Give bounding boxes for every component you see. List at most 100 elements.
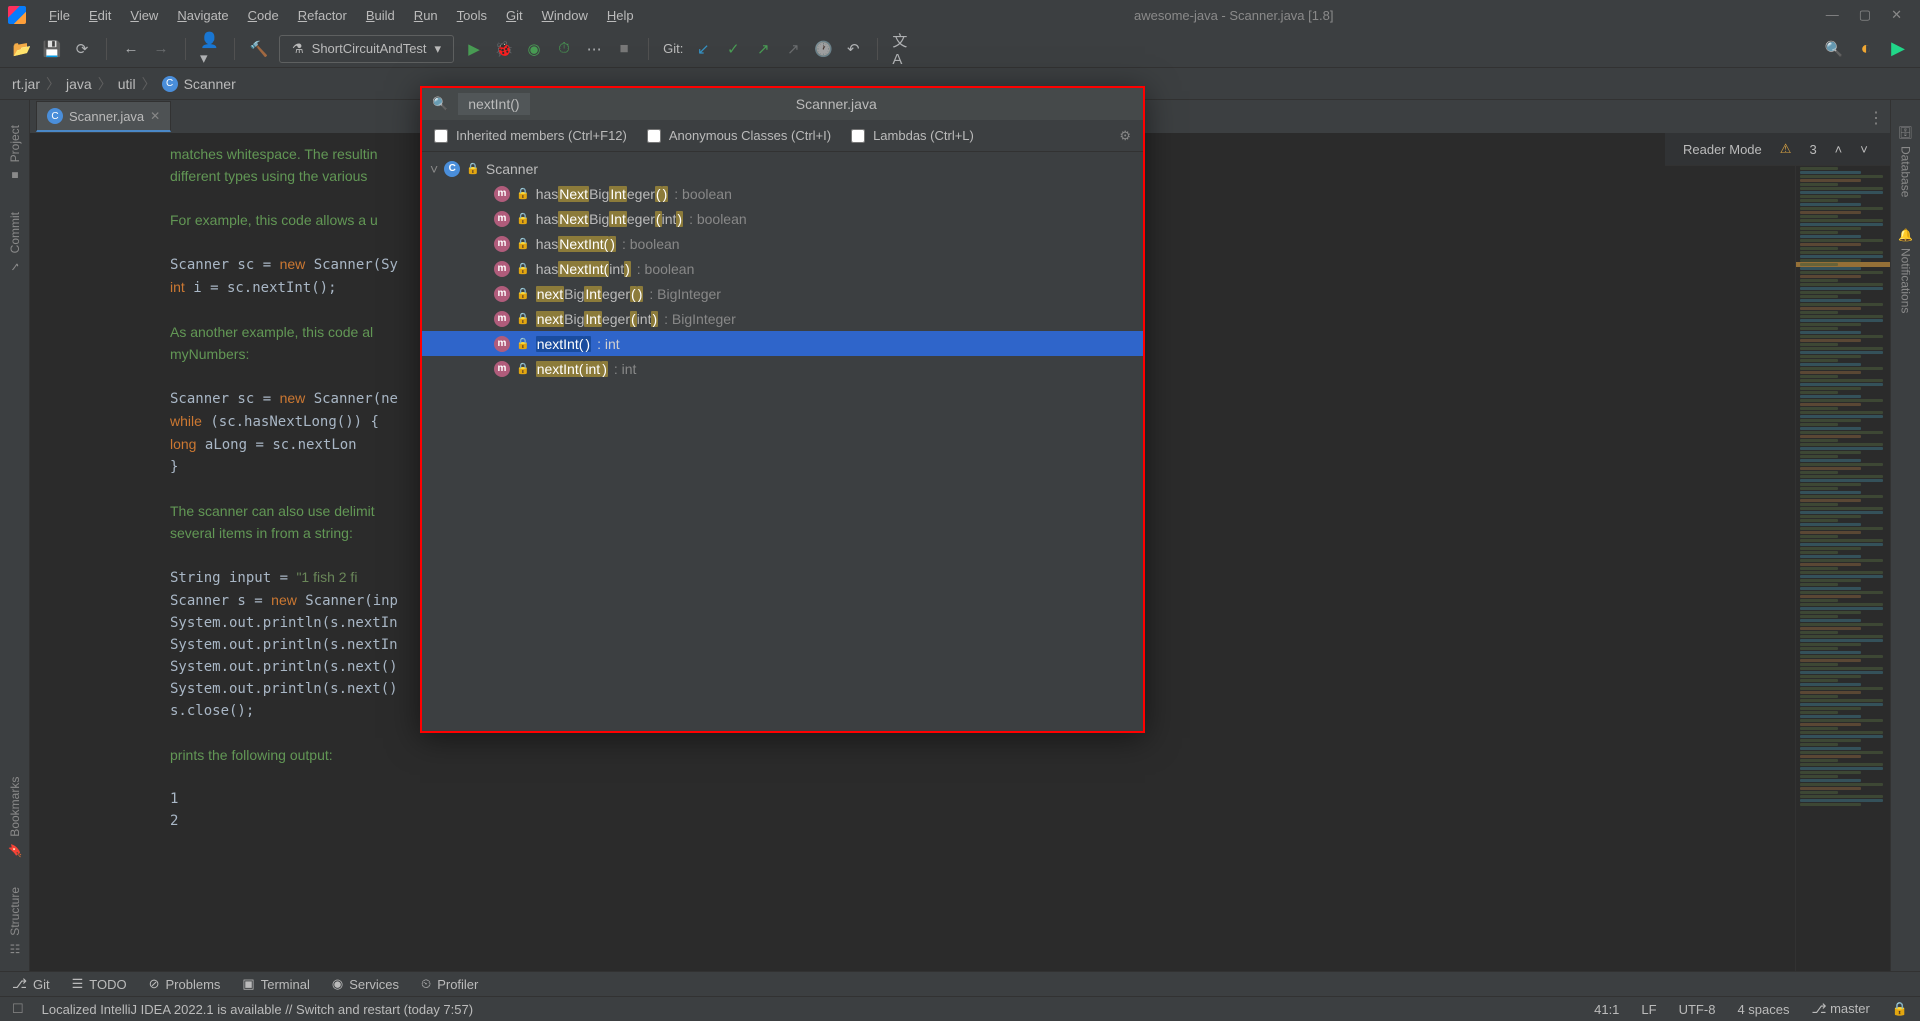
structure-tool-tab[interactable]: ☷Structure: [8, 887, 22, 956]
chevron-down-icon[interactable]: ˅: [430, 161, 438, 177]
indent-setting[interactable]: 4 spaces: [1737, 1002, 1789, 1017]
todo-tool-tab[interactable]: ☰TODO: [72, 976, 127, 992]
translate-icon[interactable]: 文A: [892, 39, 912, 59]
minimap[interactable]: [1795, 166, 1890, 971]
forward-icon[interactable]: →: [151, 39, 171, 59]
minimize-icon[interactable]: —: [1826, 7, 1839, 23]
tree-item[interactable]: m🔒hasNextInt(): boolean: [422, 231, 1143, 256]
profiler-tool-tab[interactable]: ⏲Profiler: [421, 976, 478, 992]
line-ending[interactable]: LF: [1641, 1002, 1656, 1017]
search-everywhere-icon[interactable]: 🔍: [1824, 39, 1844, 59]
back-icon[interactable]: ←: [121, 39, 141, 59]
lock-icon[interactable]: 🔒: [1892, 1001, 1908, 1017]
user-dropdown-icon[interactable]: 👤▾: [200, 39, 220, 59]
file-structure-popup: 🔍 nextInt() Scanner.java Inherited membe…: [420, 86, 1145, 733]
separator: [234, 38, 235, 60]
run-config-selector[interactable]: ⚗ ShortCircuitAndTest ▾: [279, 35, 454, 63]
attach-icon[interactable]: ⋯: [584, 39, 604, 59]
info-icon[interactable]: ☐: [12, 1001, 24, 1017]
tree-item[interactable]: m🔒nextBigInteger(): BigInteger: [422, 281, 1143, 306]
menu-build[interactable]: Build: [358, 4, 403, 27]
breadcrumb-item[interactable]: Scanner: [184, 76, 236, 92]
lock-icon: 🔒: [516, 187, 530, 200]
lambdas-checkbox[interactable]: Lambdas (Ctrl+L): [851, 128, 974, 143]
tree-item[interactable]: m🔒nextInt(): int: [422, 331, 1143, 356]
lock-icon: 🔒: [516, 212, 530, 225]
editor-line: [170, 766, 1890, 788]
problems-tool-tab[interactable]: ⊘Problems: [149, 976, 221, 992]
lock-icon: 🔒: [516, 262, 530, 275]
close-icon[interactable]: ✕: [1891, 7, 1902, 23]
breadcrumb-item[interactable]: rt.jar: [12, 76, 40, 92]
method-name: hasNextBigInteger(int): [536, 211, 683, 227]
method-icon: m: [494, 361, 510, 377]
save-all-icon[interactable]: 💾: [42, 39, 62, 59]
method-icon: m: [494, 186, 510, 202]
profile-icon[interactable]: ⏱: [554, 39, 574, 59]
menu-navigate[interactable]: Navigate: [169, 4, 236, 27]
git-commit-icon[interactable]: ✓: [723, 39, 743, 59]
maximize-icon[interactable]: ▢: [1859, 7, 1871, 23]
build-icon[interactable]: 🔨: [249, 39, 269, 59]
coverage-icon[interactable]: ◉: [524, 39, 544, 59]
git-push-icon[interactable]: ↗: [753, 39, 773, 59]
tab-more-icon[interactable]: ⋮: [1868, 108, 1884, 128]
separator: [648, 38, 649, 60]
anonymous-classes-checkbox[interactable]: Anonymous Classes (Ctrl+I): [647, 128, 831, 143]
assist-icon[interactable]: ◐: [1856, 39, 1876, 59]
return-type: : BigInteger: [649, 286, 721, 302]
gear-icon[interactable]: ⚙: [1119, 128, 1131, 144]
tree-root-label: Scanner: [486, 161, 538, 177]
menu-help[interactable]: Help: [599, 4, 642, 27]
tree-item[interactable]: m🔒hasNextInt(int): boolean: [422, 256, 1143, 281]
menu-refactor[interactable]: Refactor: [290, 4, 355, 27]
tree-item[interactable]: m🔒hasNextBigInteger(int): boolean: [422, 206, 1143, 231]
stop-icon[interactable]: ■: [614, 39, 634, 59]
tree-root[interactable]: ˅ C 🔒 Scanner: [422, 156, 1143, 181]
commit-tool-tab[interactable]: ✓Commit: [8, 212, 22, 273]
git-branch[interactable]: ⎇ master: [1811, 1001, 1869, 1017]
git-history-icon[interactable]: ↗: [783, 39, 803, 59]
file-encoding[interactable]: UTF-8: [1679, 1002, 1716, 1017]
tree-item[interactable]: m🔒hasNextBigInteger(): boolean: [422, 181, 1143, 206]
breadcrumb-item[interactable]: util: [118, 76, 136, 92]
terminal-tool-tab[interactable]: ▣Terminal: [242, 976, 309, 992]
popup-title: Scanner.java: [540, 96, 1133, 112]
reload-icon[interactable]: ⟳: [72, 39, 92, 59]
status-message[interactable]: Localized IntelliJ IDEA 2022.1 is availa…: [42, 1002, 473, 1017]
services-tool-tab[interactable]: ◉Services: [332, 976, 399, 992]
menu-run[interactable]: Run: [406, 4, 446, 27]
return-type: : boolean: [637, 261, 695, 277]
class-icon: C: [444, 161, 460, 177]
separator: [877, 38, 878, 60]
space-icon[interactable]: ▶: [1888, 39, 1908, 59]
database-tool-tab[interactable]: 🗄Database: [1899, 125, 1913, 198]
menu-git[interactable]: Git: [498, 4, 531, 27]
project-tool-tab[interactable]: ■Project: [8, 125, 22, 182]
git-rollback-icon[interactable]: ↶: [843, 39, 863, 59]
search-query[interactable]: nextInt(): [458, 93, 529, 115]
menu-tools[interactable]: Tools: [449, 4, 495, 27]
run-icon[interactable]: ▶: [464, 39, 484, 59]
notifications-tool-tab[interactable]: 🔔Notifications: [1899, 228, 1913, 314]
menu-file[interactable]: File: [41, 4, 78, 27]
git-update-icon[interactable]: ↙: [693, 39, 713, 59]
tree-item[interactable]: m🔒nextBigInteger(int): BigInteger: [422, 306, 1143, 331]
menu-window[interactable]: Window: [534, 4, 596, 27]
breadcrumb-item[interactable]: java: [66, 76, 92, 92]
menu-view[interactable]: View: [122, 4, 166, 27]
editor-tab[interactable]: C Scanner.java ✕: [36, 101, 171, 132]
debug-icon[interactable]: 🐞: [494, 39, 514, 59]
tree-item[interactable]: m🔒nextInt(int): int: [422, 356, 1143, 381]
inherited-members-checkbox[interactable]: Inherited members (Ctrl+F12): [434, 128, 627, 143]
caret-position[interactable]: 41:1: [1594, 1002, 1619, 1017]
menu-edit[interactable]: Edit: [81, 4, 119, 27]
method-icon: m: [494, 236, 510, 252]
git-clock-icon[interactable]: 🕐: [813, 39, 833, 59]
menu-code[interactable]: Code: [240, 4, 287, 27]
bookmarks-tool-tab[interactable]: 🔖Bookmarks: [8, 777, 22, 858]
open-icon[interactable]: 📂: [12, 39, 32, 59]
git-tool-tab[interactable]: ⎇Git: [12, 976, 50, 992]
method-icon: m: [494, 311, 510, 327]
close-tab-icon[interactable]: ✕: [150, 109, 160, 123]
